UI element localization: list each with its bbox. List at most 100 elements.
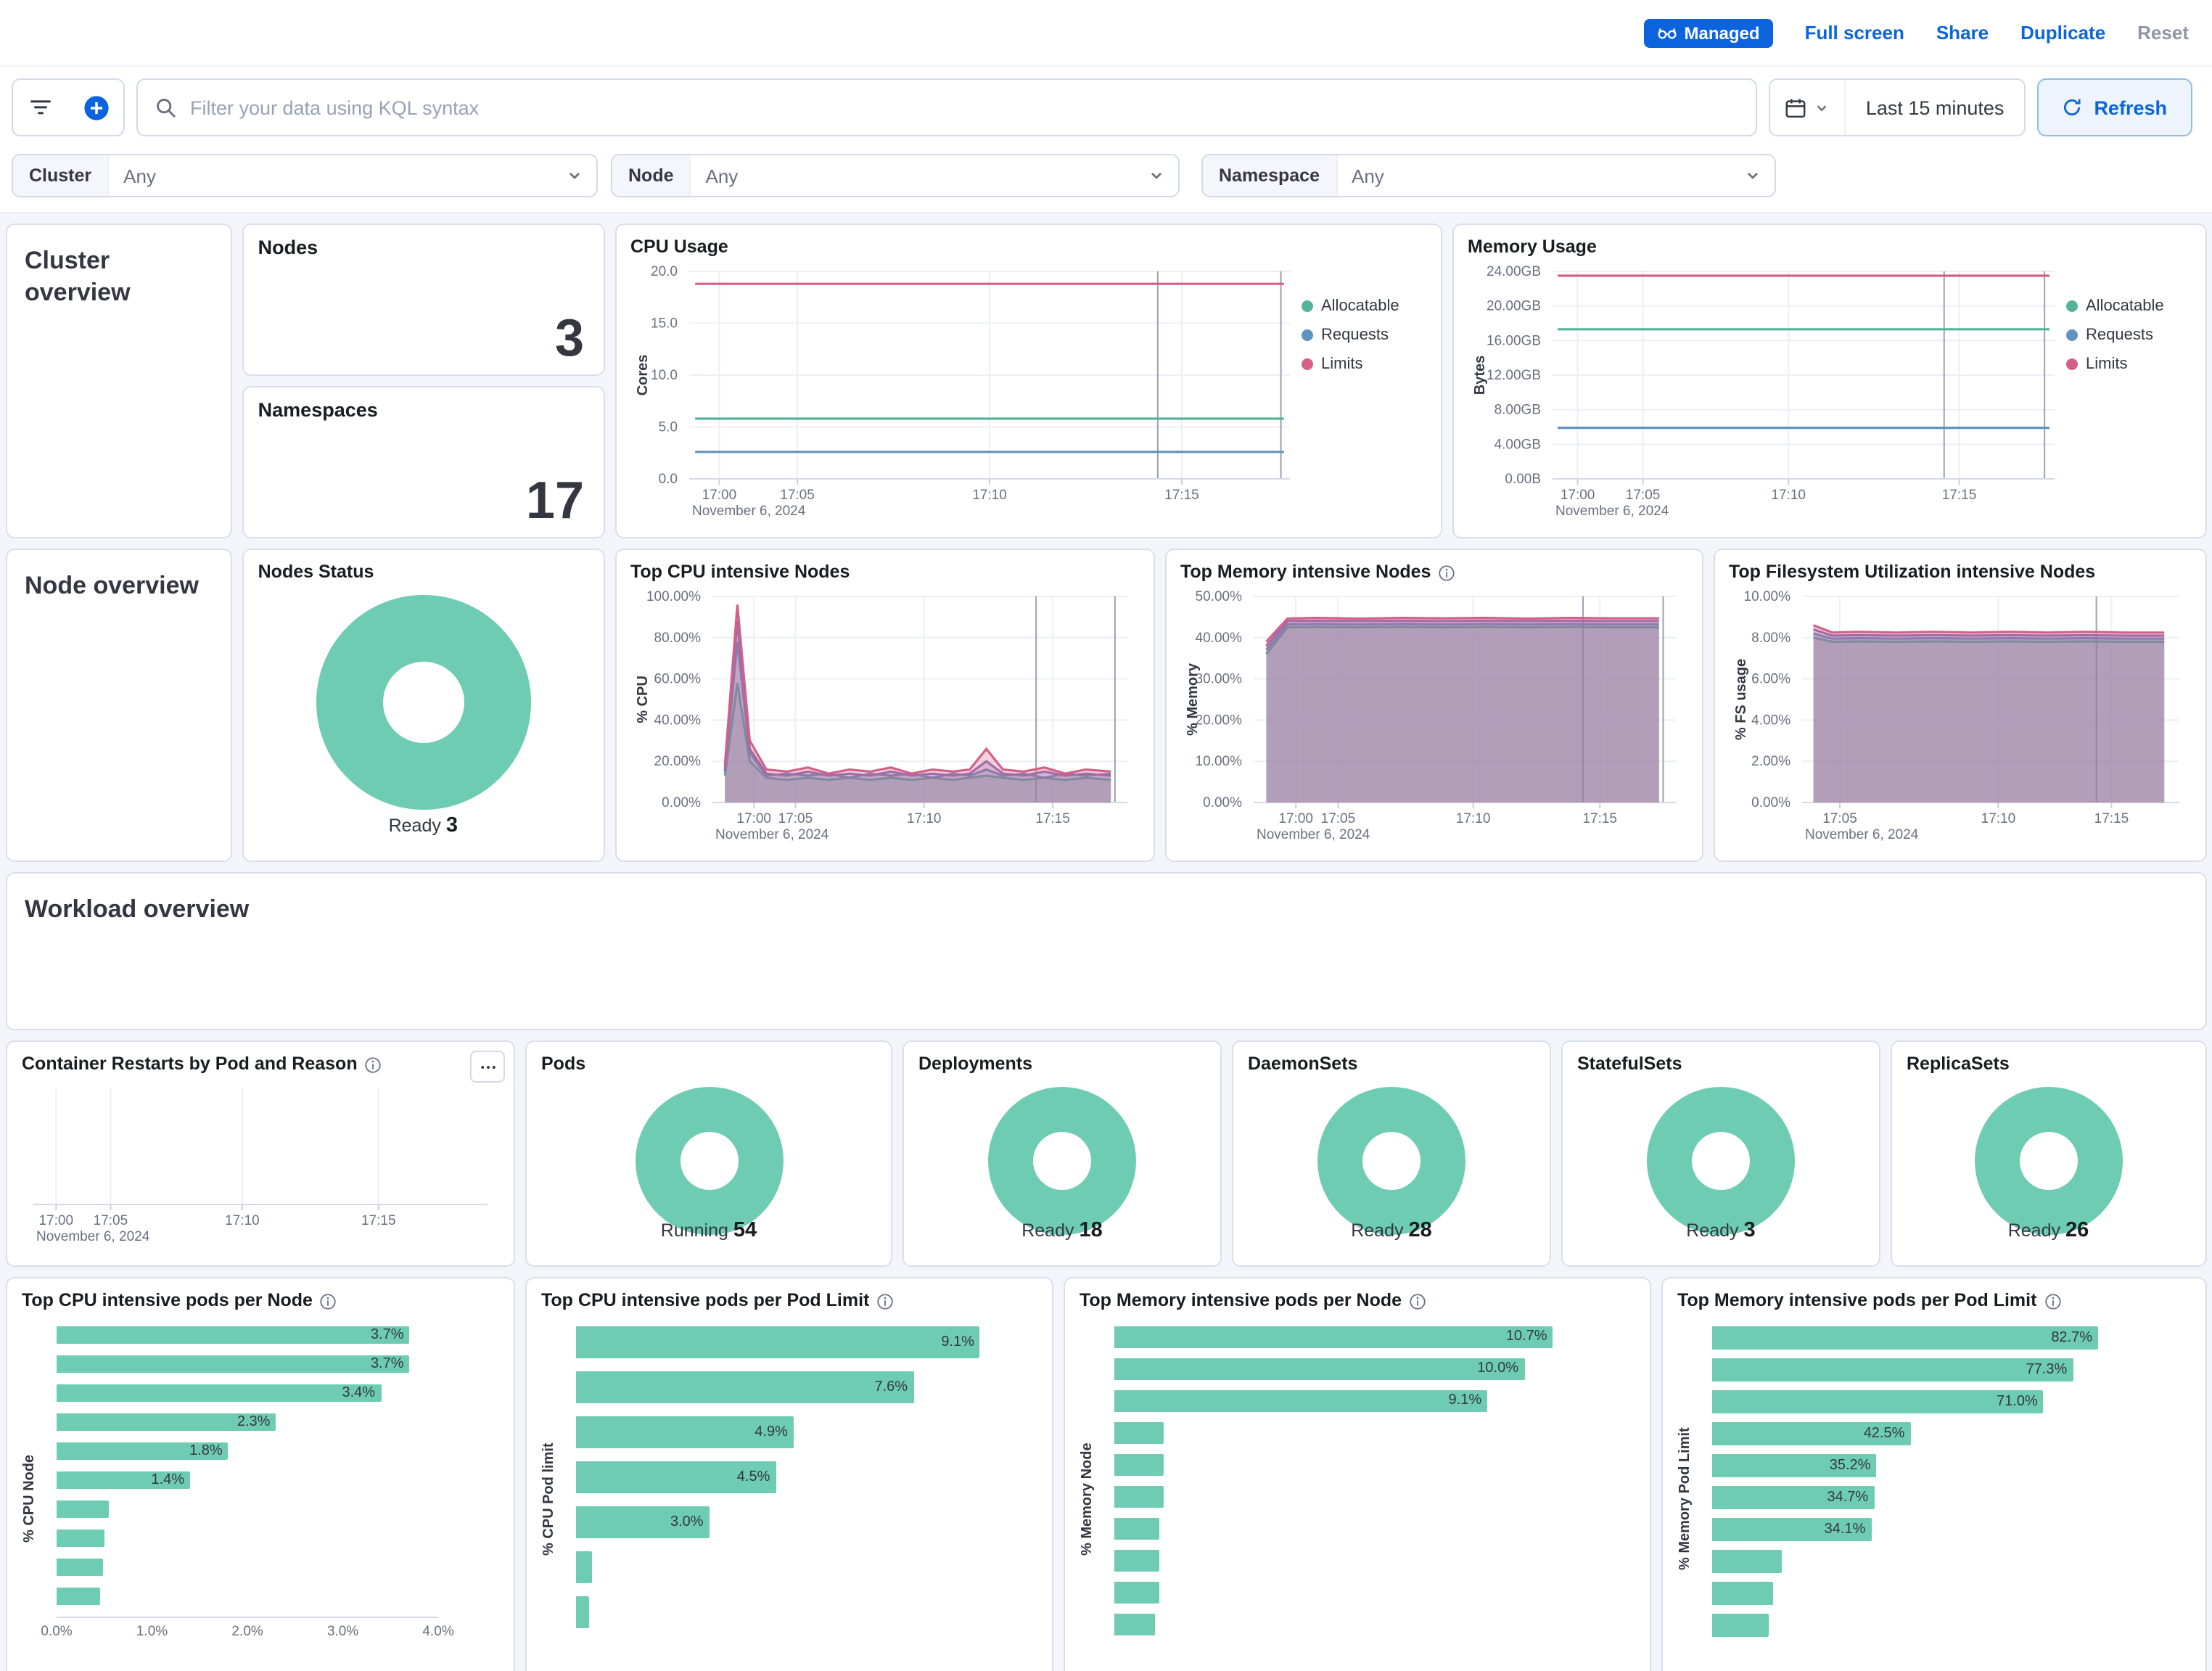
bar[interactable]: 77.3%: [1712, 1358, 2132, 1381]
bar[interactable]: 4.5%: [576, 1461, 1020, 1493]
bar-value-label: 3.0%: [670, 1514, 704, 1530]
bar[interactable]: [1114, 1517, 1606, 1540]
bar[interactable]: 82.7%: [1712, 1326, 2132, 1350]
bar[interactable]: [576, 1596, 1020, 1628]
donut-ring[interactable]: [316, 594, 531, 810]
bar[interactable]: 1.8%: [57, 1442, 438, 1460]
bar[interactable]: [1114, 1549, 1606, 1572]
bar[interactable]: 4.9%: [576, 1416, 1020, 1448]
info-icon[interactable]: [320, 1293, 337, 1310]
bar[interactable]: [1114, 1613, 1606, 1635]
top-memory-nodes-chart[interactable]: 0.00% 10.00% 20.00% 30.00% 40.00% 50.00% 17:00…: [1180, 584, 1687, 845]
bar[interactable]: 34.7%: [1712, 1485, 2132, 1509]
legend-item[interactable]: Requests: [1301, 326, 1426, 343]
plus-circle-icon: [82, 94, 110, 121]
daemonsets-chart[interactable]: Ready 28: [1248, 1076, 1535, 1253]
statefulsets-chart[interactable]: Ready 3: [1577, 1076, 1864, 1253]
svg-text:12.00GB: 12.00GB: [1486, 367, 1540, 382]
bar[interactable]: 9.1%: [1114, 1389, 1606, 1412]
bar[interactable]: 7.6%: [576, 1371, 1020, 1403]
bar[interactable]: [1114, 1581, 1606, 1604]
managed-badge[interactable]: Managed: [1643, 18, 1773, 47]
filter-menu-button[interactable]: [13, 80, 68, 135]
bar[interactable]: 10.0%: [1114, 1358, 1606, 1380]
bar-value-label: 34.7%: [1827, 1489, 1869, 1506]
bar[interactable]: 10.7%: [1114, 1326, 1606, 1348]
bar[interactable]: [1114, 1485, 1606, 1508]
info-icon[interactable]: [876, 1293, 894, 1310]
bar[interactable]: 42.5%: [1712, 1421, 2132, 1445]
pods-chart[interactable]: Running 54: [541, 1076, 876, 1253]
panel-options-button[interactable]: [470, 1051, 505, 1083]
bar[interactable]: [1712, 1581, 2132, 1605]
top-memory-pods-node-chart[interactable]: % Memory Node 10.7% 10.0% 9.1%: [1080, 1313, 1635, 1671]
legend-item[interactable]: Requests: [2065, 326, 2190, 343]
bar[interactable]: 1.4%: [57, 1471, 438, 1489]
date-picker-button[interactable]: [1770, 80, 1846, 135]
donut-ring[interactable]: [1317, 1086, 1465, 1235]
replicasets-chart[interactable]: Ready 26: [1907, 1076, 2190, 1253]
svg-text:% CPU: % CPU: [634, 675, 650, 723]
bar[interactable]: 2.3%: [57, 1413, 438, 1431]
donut-ring[interactable]: [635, 1086, 783, 1235]
top-cpu-nodes-chart[interactable]: 0.00% 20.00% 40.00% 60.00% 80.00% 100.00% 17:0…: [630, 584, 1138, 845]
svg-text:20.00GB: 20.00GB: [1486, 298, 1540, 313]
cpu-usage-chart[interactable]: 0.0 5.0 10.0 15.0 20.0 17:00 17:05 17:10 17:15 No…: [630, 259, 1301, 522]
bar[interactable]: 34.1%: [1712, 1517, 2132, 1541]
bar[interactable]: [57, 1558, 438, 1576]
top-cpu-nodes-panel: Top CPU intensive Nodes 0.00% 20.00% 40.00…: [614, 549, 1154, 862]
info-icon[interactable]: [1409, 1293, 1426, 1310]
bar[interactable]: [57, 1529, 438, 1547]
bar[interactable]: [1114, 1421, 1606, 1444]
info-icon[interactable]: [2044, 1293, 2061, 1310]
bar[interactable]: 3.0%: [576, 1506, 1020, 1538]
bar[interactable]: 9.1%: [576, 1326, 1020, 1358]
container-restarts-chart[interactable]: 17:00 17:05 17:10 17:15 November 6, 2024: [22, 1076, 499, 1247]
donut-ring[interactable]: [1974, 1086, 2123, 1235]
svg-text:17:10: 17:10: [1981, 810, 2015, 826]
bar[interactable]: 3.7%: [57, 1355, 438, 1373]
bar-value-label: 71.0%: [1997, 1393, 2038, 1410]
bar[interactable]: [57, 1587, 438, 1605]
legend-item[interactable]: Allocatable: [2065, 297, 2190, 314]
bar-value-label: 1.4%: [151, 1471, 185, 1488]
info-icon[interactable]: [1438, 564, 1455, 582]
namespace-filter-control[interactable]: Namespace Any: [1201, 154, 1776, 197]
top-memory-pods-limit-chart[interactable]: % Memory Pod Limit 82.7% 77.3% 71.0% 42.5% 35…: [1677, 1313, 2190, 1671]
bar[interactable]: 71.0%: [1712, 1389, 2132, 1413]
bar[interactable]: [1114, 1453, 1606, 1476]
svg-text:November 6, 2024: November 6, 2024: [36, 1228, 150, 1244]
bar[interactable]: 35.2%: [1712, 1453, 2132, 1477]
cluster-filter-control[interactable]: Cluster Any: [12, 154, 598, 197]
memory-usage-chart[interactable]: 0.00B 4.00GB 8.00GB 12.00GB 16.00GB 20.00GB 24…: [1468, 259, 2065, 522]
deployments-chart[interactable]: Ready 18: [918, 1076, 1206, 1253]
full-screen-button[interactable]: Full screen: [1804, 22, 1904, 44]
bar[interactable]: 3.7%: [57, 1326, 438, 1344]
top-cpu-pods-node-chart[interactable]: % CPU Node 3.7% 3.7% 3.4% 2.3% 1.8% 1.4% 0.0% 1.…: [22, 1313, 499, 1671]
top-fs-nodes-chart[interactable]: 0.00% 2.00% 4.00% 6.00% 8.00% 10.00% 17:05 17:1…: [1729, 584, 2190, 845]
bar[interactable]: [1712, 1549, 2132, 1573]
info-icon[interactable]: [365, 1056, 382, 1074]
top-cpu-pods-limit-chart[interactable]: % CPU Pod limit 9.1% 7.6% 4.9% 4.5% 3.0%: [541, 1313, 1037, 1671]
legend-item[interactable]: Allocatable: [1301, 297, 1426, 314]
donut-ring[interactable]: [1647, 1086, 1795, 1235]
kql-search-input[interactable]: [190, 97, 1738, 118]
donut-ring[interactable]: [988, 1086, 1136, 1235]
bar[interactable]: [57, 1500, 438, 1518]
legend-item[interactable]: Limits: [2065, 355, 2190, 372]
bar[interactable]: 3.4%: [57, 1384, 438, 1402]
node-filter-control[interactable]: Node Any: [611, 154, 1180, 197]
legend-item[interactable]: Limits: [1301, 355, 1426, 372]
bar[interactable]: [1712, 1613, 2132, 1637]
add-filter-button[interactable]: [68, 80, 123, 135]
duplicate-button[interactable]: Duplicate: [2020, 22, 2106, 44]
kql-search-box[interactable]: [136, 78, 1757, 136]
bar[interactable]: [576, 1551, 1020, 1583]
time-range-display[interactable]: Last 15 minutes: [1865, 97, 2005, 118]
svg-text:November 6, 2024: November 6, 2024: [715, 826, 829, 842]
svg-text:2.00%: 2.00%: [1751, 753, 1790, 768]
reset-button[interactable]: Reset: [2137, 22, 2189, 44]
nodes-status-chart[interactable]: Ready 3: [258, 584, 588, 848]
share-button[interactable]: Share: [1936, 22, 1989, 44]
refresh-button[interactable]: Refresh: [2037, 78, 2192, 136]
